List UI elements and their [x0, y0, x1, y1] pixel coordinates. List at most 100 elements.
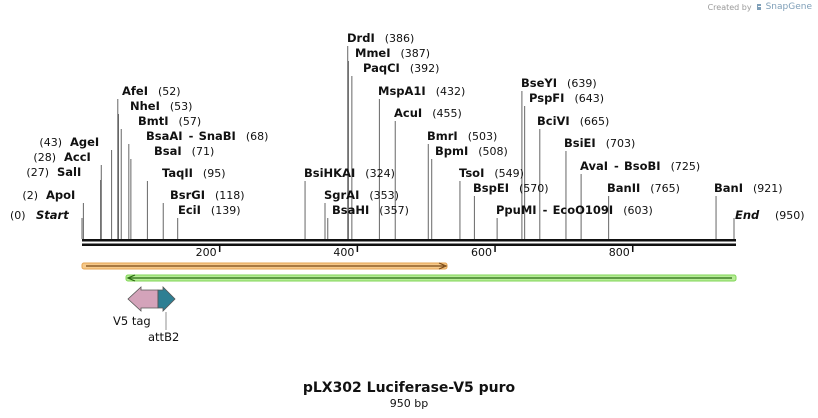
- enzyme-name: BciVI: [537, 114, 570, 128]
- enzyme-name: BsrGI: [170, 188, 205, 202]
- enzyme-name: PaqCI: [363, 61, 400, 75]
- ruler-tick: [631, 246, 634, 252]
- enzyme-site-mmei[interactable]: MmeI (387): [355, 46, 430, 60]
- enzyme-site-nhei[interactable]: NheI (53): [130, 99, 192, 113]
- enzyme-site-sgrai[interactable]: SgrAI (353): [324, 188, 399, 202]
- enzyme-site-bsrgi[interactable]: BsrGI (118): [170, 188, 245, 202]
- enzyme-name: PpuMI: [496, 203, 537, 217]
- enzyme-name: AccI: [64, 150, 91, 164]
- enzyme-position: (139): [211, 204, 241, 217]
- enzyme-name: BsiHKAI: [304, 166, 355, 180]
- enzyme-separator: -: [543, 203, 548, 217]
- enzyme-site-bsiei[interactable]: BsiEI (703): [564, 136, 635, 150]
- enzyme-site-mspa1i[interactable]: MspA1I (432): [378, 84, 465, 98]
- enzyme-position: (95): [203, 167, 226, 180]
- enzyme-site-acui[interactable]: AcuI (455): [394, 106, 462, 120]
- enzyme-site-bsahi[interactable]: BsaHI (357): [332, 203, 409, 217]
- enzyme-site-banii[interactable]: BanII (765): [607, 181, 680, 195]
- enzyme-name: BsaHI: [332, 203, 369, 217]
- enzyme-position: (387): [401, 47, 431, 60]
- enzyme-site-ppumi[interactable]: PpuMI - EcoO109I (603): [496, 203, 653, 217]
- enzyme-name: BpmI: [435, 144, 468, 158]
- enzyme-name: TsoI: [459, 166, 484, 180]
- enzyme-name: BsaAI: [146, 129, 183, 143]
- enzyme-site-bspei[interactable]: BspEI (570): [473, 181, 549, 195]
- attb2-feature[interactable]: [157, 286, 176, 312]
- map-title: pLX302 Luciferase-V5 puro: [303, 380, 516, 396]
- enzyme-site-bmri[interactable]: BmrI (503): [427, 129, 497, 143]
- enzyme-position: (353): [369, 189, 399, 202]
- enzyme-site-apoi[interactable]: (2) ApoI: [22, 188, 75, 202]
- enzyme-position: (392): [410, 62, 440, 75]
- enzyme-position: (324): [365, 167, 395, 180]
- enzyme-position: (455): [432, 107, 462, 120]
- ruler-tick-label: 800: [609, 246, 630, 259]
- enzyme-position: (508): [478, 145, 508, 158]
- orf-bar-forward[interactable]: [81, 262, 448, 270]
- enzyme-site-taqii[interactable]: TaqII (95): [162, 166, 226, 180]
- enzyme-site-bsaai[interactable]: BsaAI - SnaBI (68): [146, 129, 268, 143]
- enzyme-site-bpmi[interactable]: BpmI (508): [435, 144, 508, 158]
- enzyme-site-bcivi[interactable]: BciVI (665): [537, 114, 609, 128]
- enzyme-name: BanII: [607, 181, 640, 195]
- enzyme-position: (432): [436, 85, 466, 98]
- enzyme-position: (386): [385, 32, 415, 45]
- map-length: 950 bp: [390, 397, 428, 410]
- enzyme-site-bsihkai[interactable]: BsiHKAI (324): [304, 166, 395, 180]
- enzyme-name: PspFI: [529, 91, 564, 105]
- enzyme-site-bsai[interactable]: BsaI (71): [154, 144, 214, 158]
- enzyme-site-tsoi[interactable]: TsoI (549): [459, 166, 524, 180]
- start-position: (0): [10, 209, 26, 222]
- enzyme-separator: -: [614, 159, 619, 173]
- enzyme-site-sali[interactable]: (27) SalI: [26, 165, 81, 179]
- snapgene-logo-icon: [756, 4, 761, 10]
- enzyme-position: (53): [170, 100, 193, 113]
- v5-tag-feature[interactable]: [127, 286, 159, 312]
- enzyme-position: (921): [753, 182, 783, 195]
- enzyme-site-acci[interactable]: (28) AccI: [33, 150, 90, 164]
- enzyme-name: MspA1I: [378, 84, 426, 98]
- enzyme-separator: -: [189, 129, 194, 143]
- enzyme-site-pspfi[interactable]: PspFI (643): [529, 91, 604, 105]
- enzyme-site-bmti[interactable]: BmtI (57): [138, 114, 201, 128]
- enzyme-name: AvaI: [580, 159, 608, 173]
- enzyme-name: TaqII: [162, 166, 193, 180]
- end-marker: End (950): [735, 208, 805, 222]
- orf-bar-reverse[interactable]: [125, 274, 737, 282]
- enzyme-position: (43): [39, 136, 62, 149]
- enzyme-name: SgrAI: [324, 188, 359, 202]
- enzyme-name: BmrI: [427, 129, 458, 143]
- enzyme-name: AgeI: [70, 135, 99, 149]
- ruler-tick: [494, 246, 496, 252]
- enzyme-site-ecii[interactable]: EciI (139): [178, 203, 241, 217]
- enzyme-site-agei[interactable]: (43) AgeI: [39, 135, 99, 149]
- enzyme-leaders: [81, 46, 735, 239]
- enzyme-position: (357): [379, 204, 409, 217]
- enzyme-position: (28): [33, 151, 56, 164]
- enzyme-name: EciI: [178, 203, 201, 217]
- enzyme-site-bseyi[interactable]: BseYI (639): [521, 76, 597, 90]
- enzyme-site-bani[interactable]: BanI (921): [714, 181, 783, 195]
- enzyme-position: (603): [623, 204, 653, 217]
- enzyme-position: (71): [192, 145, 215, 158]
- ruler-tick: [356, 246, 359, 252]
- ruler-tick: [218, 246, 221, 252]
- enzyme-site-afei[interactable]: AfeI (52): [122, 84, 181, 98]
- ruler-tick-label: 600: [471, 246, 492, 259]
- enzyme-position: (570): [519, 182, 549, 195]
- enzyme-position: (643): [574, 92, 604, 105]
- enzyme-name: SalI: [57, 165, 81, 179]
- enzyme-site-paqci[interactable]: PaqCI (392): [363, 61, 439, 75]
- enzyme-position: (503): [468, 130, 498, 143]
- ruler-tick-label: 400: [333, 246, 354, 259]
- enzyme-name: DrdI: [347, 31, 375, 45]
- enzyme-position: (118): [215, 189, 245, 202]
- enzyme-name: BsiEI: [564, 136, 596, 150]
- enzyme-site-avai[interactable]: AvaI - BsoBI (725): [580, 159, 700, 173]
- credit: Created by SnapGene: [708, 2, 812, 12]
- backbone-top: [82, 239, 736, 242]
- enzyme-position: (765): [650, 182, 680, 195]
- end-label: End: [735, 208, 760, 222]
- enzyme-site-drdi[interactable]: DrdI (386): [347, 31, 414, 45]
